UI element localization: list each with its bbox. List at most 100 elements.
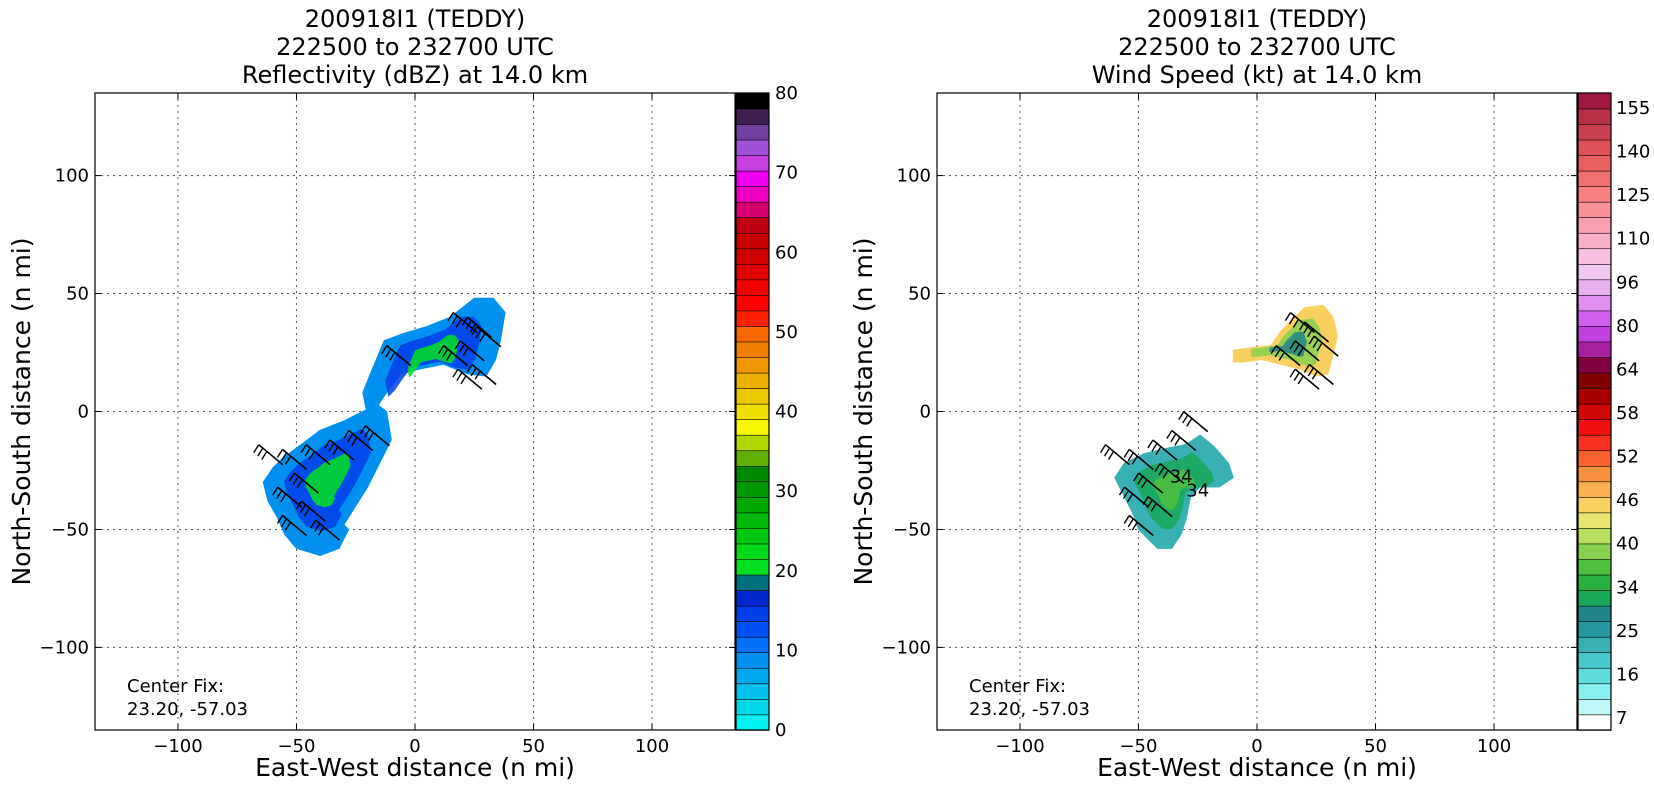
contour-label: 34: [1170, 466, 1193, 487]
wind-barb-shaft: [277, 486, 303, 508]
y-tick-label: 100: [897, 166, 931, 187]
colorbar-tick-label: 20: [775, 561, 798, 582]
wind-barb-feather: [280, 452, 288, 462]
wind-barb: [471, 326, 502, 348]
x-axis-label: East-West distance (n mi): [255, 753, 575, 782]
wind-barb-feather: [1292, 318, 1300, 328]
colorbar-tick-label: 40: [1616, 534, 1639, 555]
wind-barb: [359, 425, 390, 447]
x-tick-label: −100: [995, 736, 1044, 757]
wind-barb-feather: [385, 348, 392, 358]
wind-barb-feather: [461, 316, 468, 326]
wind-barb-feather: [1122, 490, 1130, 499]
wind-barb: [1123, 514, 1154, 537]
wind-barb-feather: [295, 500, 303, 510]
wind-barb-feather: [381, 345, 388, 354]
colorbar-segment: [1577, 434, 1612, 452]
wind-barb-shaft: [1289, 311, 1315, 334]
colorbar-segment: [735, 279, 770, 296]
contour-label: 34: [1186, 480, 1209, 501]
wind-barb-feather: [300, 444, 307, 454]
colorbar-segment: [1577, 387, 1612, 405]
wind-barb-shaft: [452, 311, 478, 334]
wind-barb: [1289, 368, 1320, 390]
wind-barb-shaft: [1128, 448, 1154, 471]
colorbar-tick-label: 60: [775, 242, 798, 263]
wind-barb-shaft: [348, 429, 374, 452]
wind-barb-shaft: [1294, 340, 1320, 362]
wind-barb-feather: [284, 521, 292, 531]
colorbar-segment: [1577, 636, 1612, 654]
colorbar-segment: [1577, 325, 1612, 343]
colorbar-frame: [735, 92, 770, 731]
wind-barb-feather: [454, 340, 461, 350]
wind-barb: [1178, 411, 1209, 433]
wind-barb: [324, 439, 355, 461]
colorbar-segment: [1577, 294, 1612, 312]
colorbar-segment: [1577, 232, 1612, 250]
wind-barb-feather: [1307, 328, 1314, 338]
wind-barb-feather: [469, 323, 476, 333]
colorbar-frame: [1577, 92, 1612, 731]
wind-barb-feather: [1118, 486, 1126, 496]
colorbar-segment: [735, 356, 770, 374]
wind-barb: [310, 519, 341, 541]
wind-barb-feather: [1137, 476, 1144, 485]
colorbar-segment: [735, 543, 770, 560]
colorbar-segment: [735, 216, 770, 234]
colorbar-segment: [735, 652, 770, 669]
colorbar-segment: [1577, 558, 1612, 576]
colorbar-segment: [735, 450, 770, 467]
wind-barb-feather: [1308, 335, 1315, 345]
colorbar-tick-label: 10: [775, 640, 798, 661]
wind-barb-shaft: [315, 519, 341, 541]
wind-barb-feather: [253, 444, 260, 454]
colorbar-segment: [735, 698, 770, 716]
colorbar-segment: [1577, 356, 1612, 374]
colorbar-tick-label: 64: [1616, 359, 1639, 380]
y-tick-label: −50: [51, 519, 89, 540]
wind-barb-feather: [389, 352, 396, 361]
wind-barb-shaft: [1308, 363, 1334, 386]
colorbar-tick-label: 80: [775, 83, 798, 104]
wind-barb-feather: [1126, 493, 1134, 503]
colorbar-segment: [735, 92, 770, 110]
wind-barb-feather: [1293, 343, 1300, 353]
wind-barb: [452, 368, 483, 390]
wind-barb-feather: [261, 451, 268, 460]
colorbar-tick-label: 96: [1616, 272, 1639, 293]
y-tick-label: 0: [920, 402, 931, 423]
wind-barb-feather: [1297, 375, 1304, 385]
colorbar-segment: [1577, 139, 1612, 156]
x-tick-label: 50: [522, 736, 545, 757]
x-tick-label: 0: [1251, 736, 1262, 757]
colorbar-segment: [1577, 418, 1612, 436]
wind-barb: [438, 344, 469, 367]
wind-barb-shaft: [1304, 321, 1330, 343]
wind-barb-feather: [276, 490, 283, 499]
colorbar-segment: [735, 387, 770, 405]
wind-barb: [272, 486, 303, 508]
y-tick-label: −100: [882, 637, 931, 658]
wind-barb-feather: [1162, 469, 1169, 479]
wind-barb-feather: [470, 367, 477, 377]
colorbar-tick-label: 16: [1616, 664, 1639, 685]
colorbar-segment: [1577, 667, 1612, 685]
wind-barb-feather: [1182, 414, 1189, 424]
wind-barb-shaft: [1152, 439, 1178, 461]
wind-barb-feather: [1123, 449, 1130, 458]
wind-barb-feather: [292, 476, 299, 485]
wind-barb-feather: [304, 447, 311, 457]
center-fix-annotation: Center Fix:: [127, 676, 224, 697]
wind-barb-feather: [1293, 372, 1300, 381]
wind-barb-feather: [1107, 451, 1115, 460]
wind-barb-feather: [288, 472, 295, 482]
wind-barb: [253, 444, 284, 466]
colorbar-segment: [735, 465, 770, 483]
colorbar-tick-label: 0: [775, 720, 786, 741]
wind-barb-feather: [296, 479, 303, 489]
wind-barb-feather: [465, 320, 472, 330]
wind-barb-feather: [347, 433, 354, 443]
colorbar-segment: [1577, 341, 1612, 358]
